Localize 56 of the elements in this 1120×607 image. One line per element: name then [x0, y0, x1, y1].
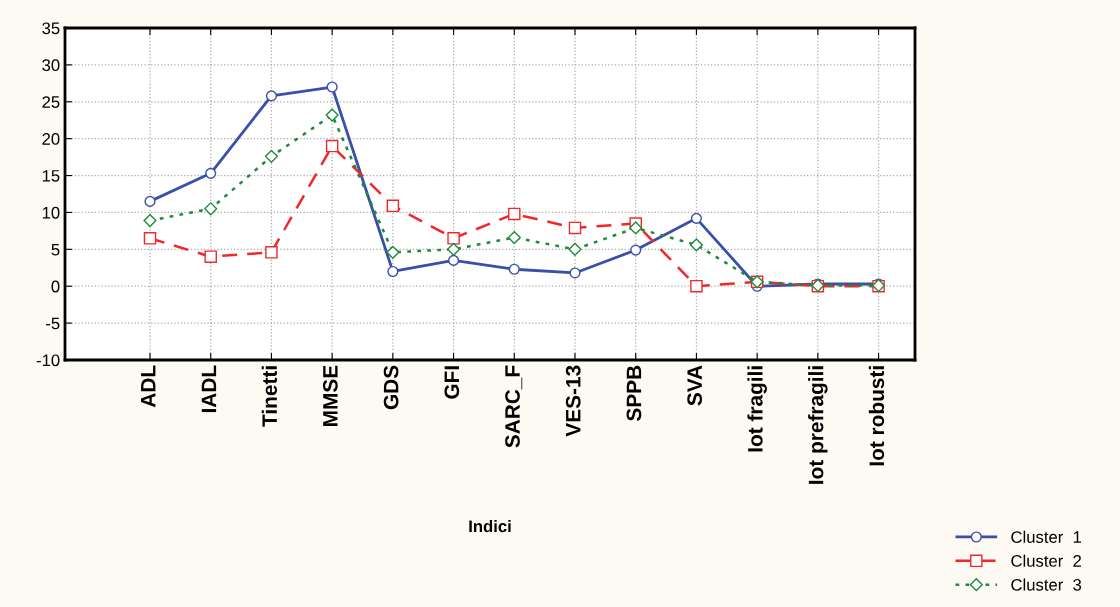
point [325, 108, 339, 122]
x-tick-label: ADL [141, 365, 156, 408]
x-tick-label: VES-13 [565, 365, 581, 437]
point [204, 250, 217, 263]
legend-label: Cluster 2 [1011, 554, 1081, 567]
point [144, 195, 156, 207]
x-tick-label: IADL [201, 365, 217, 413]
y-tick-label: 35 [42, 22, 60, 35]
point [568, 242, 582, 256]
y-tick-label: -5 [46, 317, 60, 330]
x-tick-label: MMSE [322, 365, 338, 426]
x-tick-label: GDS [383, 365, 399, 410]
point [630, 244, 642, 256]
x-tick-label: Tinetti [261, 366, 278, 427]
point [690, 279, 703, 293]
x-tick-label: SPPB [626, 365, 642, 421]
point [265, 90, 277, 102]
x-tick-label: Iot fragili [747, 366, 767, 452]
point [386, 245, 400, 259]
y-tick-label: 15 [42, 170, 60, 182]
point [569, 267, 581, 279]
x-tick-label: Iot robusti [868, 366, 885, 466]
point [508, 263, 520, 275]
point [690, 212, 702, 224]
point [689, 238, 704, 252]
y-tick-label: 20 [42, 133, 60, 145]
point [205, 167, 217, 179]
point [204, 202, 218, 216]
point [143, 213, 157, 228]
point [265, 246, 278, 259]
point [448, 254, 460, 266]
point [326, 81, 338, 93]
legend-label: Cluster 3 [1011, 578, 1082, 591]
point [447, 232, 460, 245]
x-tick-label: SVA [687, 365, 703, 406]
y-tick-label: -10 [36, 354, 60, 367]
x-tick-label: SARC_F [505, 365, 523, 448]
point [143, 232, 157, 245]
x-tick-label: GFI [444, 366, 460, 399]
y-tick-label: 5 [51, 243, 60, 256]
point [264, 149, 279, 163]
point [629, 221, 643, 235]
point [446, 242, 461, 256]
y-tick-label: 25 [42, 96, 60, 108]
point [386, 199, 400, 213]
y-tick-label: 30 [42, 59, 60, 72]
y-tick-label: 10 [42, 206, 60, 219]
y-tick-label: 0 [51, 280, 60, 293]
x-axis-title: Indici [469, 519, 511, 533]
point [507, 230, 521, 245]
point [508, 207, 521, 221]
point [325, 139, 339, 153]
point [387, 265, 399, 278]
point [568, 221, 582, 235]
legend-label: Cluster 1 [1011, 530, 1082, 543]
x-tick-label: Iot prefragili [808, 366, 828, 484]
